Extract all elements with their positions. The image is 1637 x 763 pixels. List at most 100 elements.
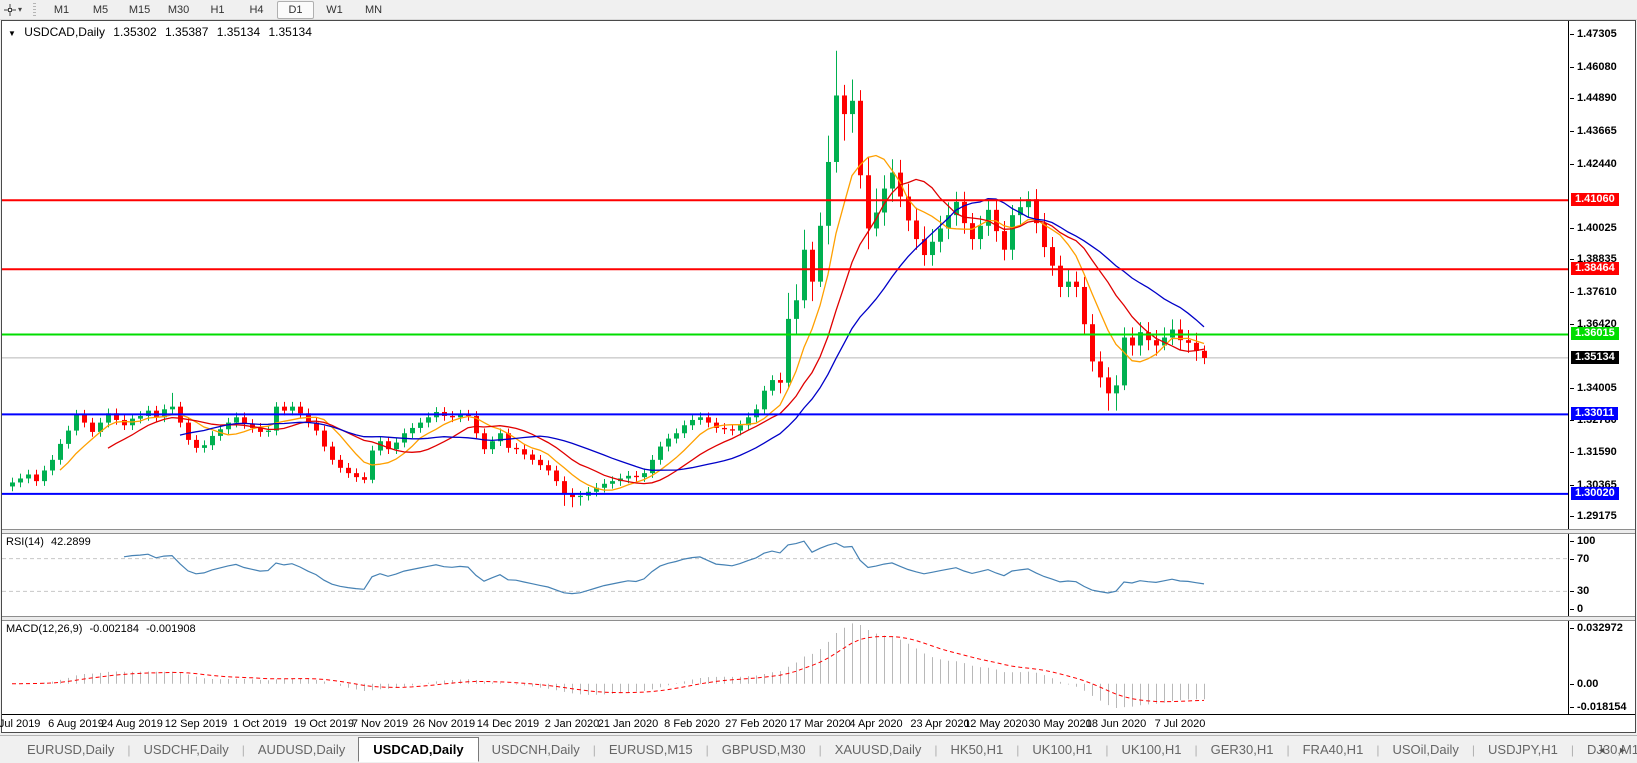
- tab-xauusd-daily[interactable]: XAUUSD,Daily: [834, 742, 922, 757]
- candlestick-chart[interactable]: [2, 21, 1568, 529]
- macd-scale[interactable]: 0.032972 0.00 -0.018154: [1570, 621, 1635, 714]
- date-tick-label: 1 Oct 2019: [233, 718, 287, 730]
- price-tick-label: 1.40025: [1577, 222, 1617, 234]
- tab-separator: |: [1570, 742, 1574, 757]
- date-tick-label: 8 Feb 2020: [664, 718, 720, 730]
- price-tick-label: 1.29175: [1577, 510, 1617, 522]
- macd-tick-dash: [1570, 707, 1574, 708]
- macd-plot[interactable]: [2, 621, 1568, 714]
- price-tick-dash: [1570, 67, 1574, 68]
- tf-button-d1[interactable]: D1: [277, 0, 315, 19]
- tab-hk50-h1[interactable]: HK50,H1: [950, 742, 1004, 757]
- tf-button-m30[interactable]: M30: [167, 3, 190, 16]
- tab-ger30-h1[interactable]: GER30,H1: [1210, 742, 1274, 757]
- macd-tick-dash: [1570, 628, 1574, 629]
- tab-separator: |: [127, 742, 131, 757]
- tab-usdjpy-h1[interactable]: USDJPY,H1: [1488, 742, 1558, 757]
- rsi-tick-label: 0: [1577, 603, 1584, 615]
- macd-main-value: -0.002184: [89, 623, 140, 635]
- tab-scroll-arrows: ◄ ►: [1597, 736, 1627, 763]
- tab-usoil-daily[interactable]: USOil,Daily: [1392, 742, 1459, 757]
- tab-eurusd-daily[interactable]: EURUSD,Daily: [27, 742, 115, 757]
- hline-price-label: 1.41060: [1571, 193, 1619, 206]
- timeframe-buttons: M1 M5 M15 M30 H1 H4 D1 W1 MN: [42, 0, 393, 19]
- tab-uk100-h1[interactable]: UK100,H1: [1032, 742, 1093, 757]
- price-tick-dash: [1570, 228, 1574, 229]
- rsi-indicator-pane[interactable]: RSI(14) 42.2899: [2, 534, 1568, 616]
- collapse-icon[interactable]: ▼: [8, 29, 16, 38]
- tf-button-h1[interactable]: H1: [210, 3, 225, 16]
- tab-eurusd-m15[interactable]: EURUSD,M15: [608, 742, 693, 757]
- tab-gbpusd-m30[interactable]: GBPUSD,M30: [721, 742, 806, 757]
- price-tick-label: 1.46080: [1577, 61, 1617, 73]
- tf-button-w1[interactable]: W1: [326, 3, 343, 16]
- macd-label: MACD(12,26,9) -0.002184 -0.001908: [6, 623, 200, 635]
- date-tick-label: 26 Nov 2019: [412, 718, 476, 730]
- tab-usdcad-daily-active[interactable]: USDCAD,Daily: [358, 737, 479, 762]
- tab-separator: |: [1194, 742, 1198, 757]
- toolbar-grip[interactable]: [33, 3, 37, 16]
- tab-separator: |: [592, 742, 596, 757]
- date-tick-label: 6 Aug 2019: [48, 718, 104, 730]
- rsi-tick-dash: [1570, 541, 1574, 542]
- chart-tabs: EURUSD,Daily | USDCHF,Daily | AUDUSD,Daily US…: [14, 737, 1637, 762]
- tf-button-mn[interactable]: MN: [364, 3, 383, 16]
- date-tick-label: 18 Jun 2020: [1085, 718, 1147, 730]
- rsi-plot[interactable]: [2, 534, 1568, 616]
- last-price-label: 1.35134: [1571, 351, 1619, 364]
- price-tick-dash: [1570, 452, 1574, 453]
- tf-button-m5[interactable]: M5: [92, 3, 109, 16]
- rsi-tick-label: 70: [1577, 553, 1590, 565]
- tf-button-h4[interactable]: H4: [249, 3, 264, 16]
- hline-price-label: 1.33011: [1571, 407, 1619, 420]
- tf-button-m15[interactable]: M15: [128, 3, 151, 16]
- hline-price-label: 1.38464: [1571, 262, 1619, 275]
- price-scale[interactable]: 1.47305 1.46080 1.44890 1.43665 1.42440 1.400…: [1570, 21, 1635, 529]
- scroll-right-icon[interactable]: ►: [1618, 745, 1627, 755]
- price-tick-dash: [1570, 388, 1574, 389]
- pane-splitter-macd[interactable]: [2, 616, 1635, 621]
- tf-button-m1[interactable]: M1: [53, 3, 70, 16]
- date-tick-label: 21 Jan 2020: [597, 718, 659, 730]
- tab-fra40-h1[interactable]: FRA40,H1: [1302, 742, 1364, 757]
- price-tick-dash: [1570, 98, 1574, 99]
- rsi-label: RSI(14) 42.2899: [6, 536, 95, 548]
- rsi-scale[interactable]: 100 70 30 0: [1570, 534, 1635, 616]
- price-tick-label: 1.42440: [1577, 158, 1617, 170]
- date-tick-label: 30 May 2020: [1028, 718, 1092, 730]
- price-tick-dash: [1570, 292, 1574, 293]
- tab-uk100-h1[interactable]: UK100,H1: [1121, 742, 1182, 757]
- price-tick-label: 1.37610: [1577, 286, 1617, 298]
- bar-open: 1.35302: [113, 25, 157, 39]
- tab-usdchf-daily[interactable]: USDCHF,Daily: [143, 742, 229, 757]
- tab-audusd-daily[interactable]: AUDUSD,Daily: [257, 742, 346, 757]
- timeframe-toolbar: ▾ M1 M5 M15 M30 H1 H4 D1 W1 MN: [0, 0, 1637, 20]
- date-tick-label: 18 Jul 2019: [0, 718, 41, 730]
- crosshair-icon: [4, 3, 16, 16]
- time-scale-border: [2, 714, 1635, 715]
- date-tick-label: 4 Apr 2020: [849, 718, 903, 730]
- rsi-name: RSI(14): [6, 536, 44, 548]
- rsi-value: 42.2899: [50, 536, 91, 548]
- tab-dj30-m15[interactable]: DJ30,M15: [1587, 742, 1637, 757]
- price-tick-label: 1.34005: [1577, 382, 1617, 394]
- macd-indicator-pane[interactable]: MACD(12,26,9) -0.002184 -0.001908: [2, 621, 1568, 714]
- hline-price-label: 1.36015: [1571, 327, 1619, 340]
- date-tick-label: 7 Jul 2020: [1154, 718, 1206, 730]
- price-tick-label: 1.43665: [1577, 125, 1617, 137]
- tab-separator: |: [1016, 742, 1020, 757]
- price-chart-pane[interactable]: [2, 21, 1568, 529]
- date-tick-label: 7 Nov 2019: [351, 718, 409, 730]
- crosshair-tool-button[interactable]: ▾: [0, 1, 25, 18]
- date-tick-label: 14 Dec 2019: [476, 718, 540, 730]
- rsi-tick-label: 30: [1577, 585, 1590, 597]
- rsi-tick-label: 100: [1577, 535, 1596, 547]
- chart-window: ▼ USDCAD,Daily 1.35302 1.35387 1.35134 1…: [0, 20, 1636, 733]
- hline-price-label: 1.30020: [1571, 487, 1619, 500]
- tab-separator: |: [705, 742, 709, 757]
- pane-splitter-rsi[interactable]: [2, 529, 1635, 534]
- scroll-left-icon[interactable]: ◄: [1597, 745, 1607, 755]
- tab-usdcnh-daily[interactable]: USDCNH,Daily: [491, 742, 580, 757]
- chevron-down-icon: ▾: [18, 5, 23, 14]
